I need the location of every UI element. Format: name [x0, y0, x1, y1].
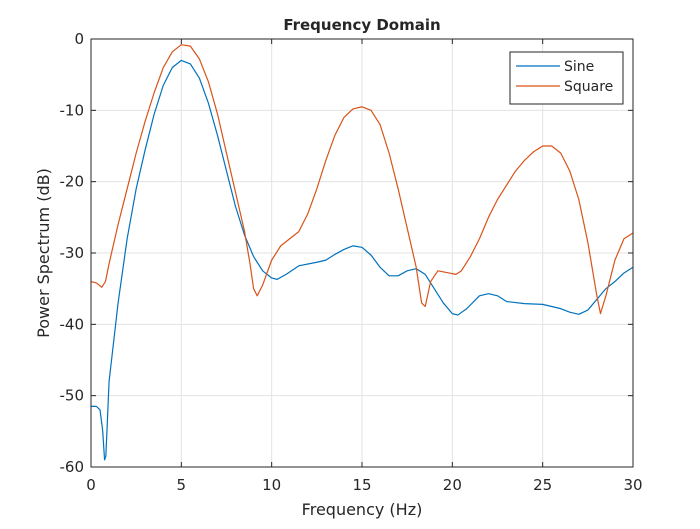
tick-labels: 0 5 10 15 20 25 30 0 -10 -20 -30 -40 -50 -60 — [60, 30, 643, 494]
plot-border — [90, 38, 634, 468]
chart-title: Frequency Domain — [283, 16, 440, 34]
legend-label-square: Square — [564, 79, 613, 95]
y-tick-label: -30 — [60, 244, 85, 262]
y-axis-label: Power Spectrum (dB) — [34, 168, 53, 338]
legend: Sine Square — [509, 51, 624, 105]
y-tick-label: -60 — [60, 458, 85, 476]
x-tick-label: 0 — [86, 476, 96, 494]
y-tick-label: -10 — [60, 101, 85, 119]
x-tick-label: 20 — [443, 476, 462, 494]
y-tick-label: 0 — [74, 30, 84, 48]
series-lines — [90, 44, 634, 461]
x-tick-label: 25 — [533, 476, 552, 494]
x-tick-label: 15 — [352, 476, 371, 494]
x-tick-label: 10 — [262, 476, 281, 494]
y-tick-label: -20 — [60, 173, 85, 191]
y-tick-label: -40 — [60, 315, 85, 333]
x-tick-label: 5 — [177, 476, 187, 494]
y-tick-label: -50 — [60, 387, 85, 405]
legend-label-sine: Sine — [564, 59, 594, 75]
series-line-sine — [91, 59, 634, 461]
x-axis-label: Frequency (Hz) — [302, 500, 423, 519]
legend-box — [509, 51, 624, 105]
x-tick-label: 30 — [623, 476, 642, 494]
series-line-square — [90, 44, 634, 315]
